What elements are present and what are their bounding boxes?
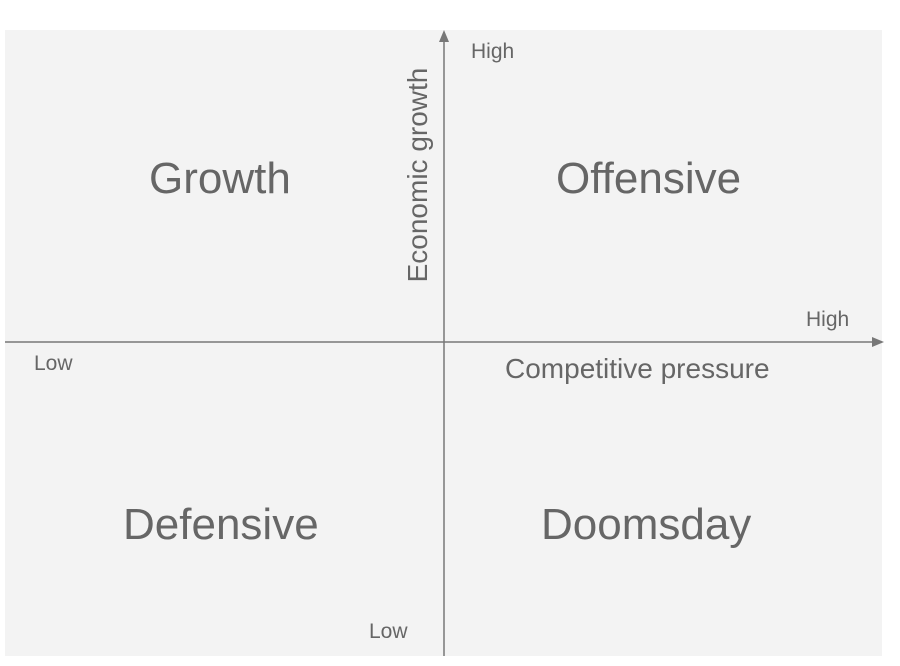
x-axis-high-label: High bbox=[806, 308, 850, 331]
quadrant-offensive: Offensive bbox=[556, 154, 742, 203]
y-axis-arrow-icon bbox=[439, 30, 449, 42]
y-axis-high-label: High bbox=[471, 40, 515, 63]
quadrant-doomsday: Doomsday bbox=[541, 500, 752, 549]
quadrant-growth: Growth bbox=[149, 154, 291, 203]
x-axis-arrow-icon bbox=[872, 337, 884, 347]
y-axis-title: Economic growth bbox=[402, 67, 433, 283]
quadrant-defensive: Defensive bbox=[123, 500, 319, 549]
x-axis-title: Competitive pressure bbox=[505, 353, 770, 384]
x-axis-low-label: Low bbox=[34, 352, 73, 375]
y-axis-low-label: Low bbox=[369, 620, 408, 643]
